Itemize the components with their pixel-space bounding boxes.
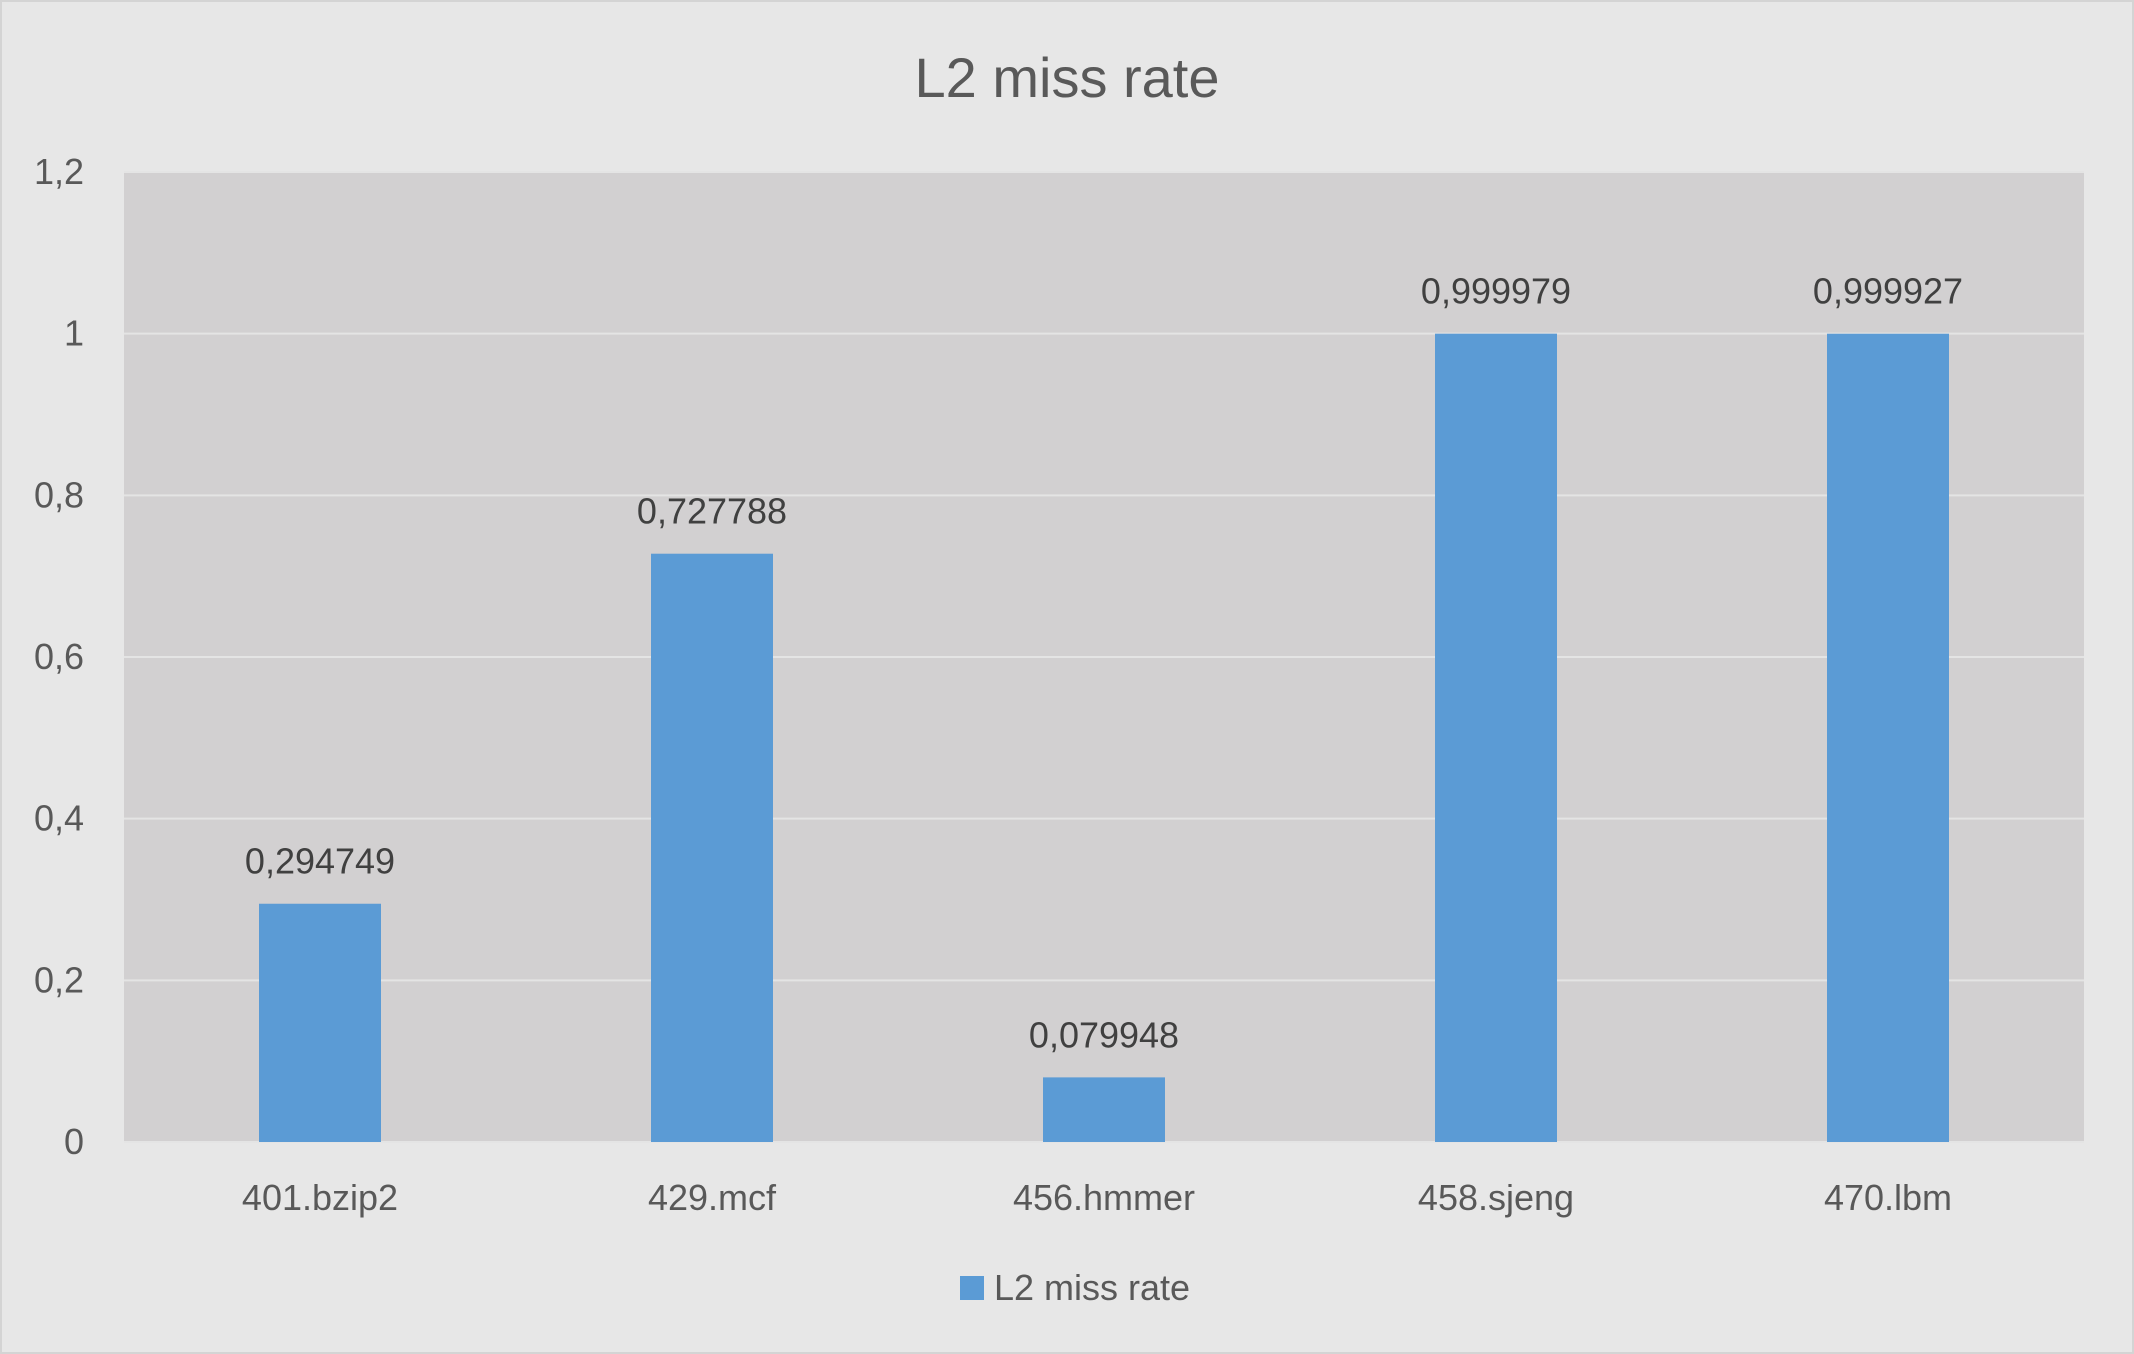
data-label: 0,294749 (245, 841, 395, 882)
data-label: 0,999979 (1421, 271, 1571, 312)
x-tick-label: 470.lbm (1824, 1177, 1952, 1218)
y-tick-label: 0 (64, 1121, 84, 1162)
legend-label: L2 miss rate (994, 1267, 1190, 1308)
bar (1043, 1077, 1165, 1142)
data-labels: 0,294749 0,727788 0,079948 0,999979 0,999927 (245, 271, 1963, 1056)
y-tick-label: 0,2 (34, 959, 84, 1000)
gridlines (124, 171, 2084, 1143)
x-tick-label: 429.mcf (648, 1177, 777, 1218)
data-label: 0,727788 (637, 491, 787, 532)
x-tick-label: 401.bzip2 (242, 1177, 398, 1218)
x-axis-ticks: 401.bzip2 429.mcf 456.hmmer 458.sjeng 470.lb… (242, 1177, 1952, 1218)
y-axis-ticks: 0 0,2 0,4 0,6 0,8 1 1,2 (34, 151, 84, 1162)
data-label: 0,999927 (1813, 271, 1963, 312)
bar (1827, 333, 1949, 1142)
x-tick-label: 456.hmmer (1013, 1177, 1195, 1218)
bar (1435, 333, 1557, 1142)
x-tick-label: 458.sjeng (1418, 1177, 1574, 1218)
bars (259, 333, 1949, 1142)
chart-title: L2 miss rate (915, 46, 1220, 109)
bar (651, 553, 773, 1142)
legend-swatch (960, 1276, 984, 1300)
y-tick-label: 1,2 (34, 151, 84, 192)
y-tick-label: 0,4 (34, 798, 84, 839)
y-tick-label: 1 (64, 313, 84, 354)
legend: L2 miss rate (960, 1267, 1190, 1308)
y-tick-label: 0,8 (34, 474, 84, 515)
y-tick-label: 0,6 (34, 636, 84, 677)
data-label: 0,079948 (1029, 1014, 1179, 1055)
bar (259, 903, 381, 1142)
